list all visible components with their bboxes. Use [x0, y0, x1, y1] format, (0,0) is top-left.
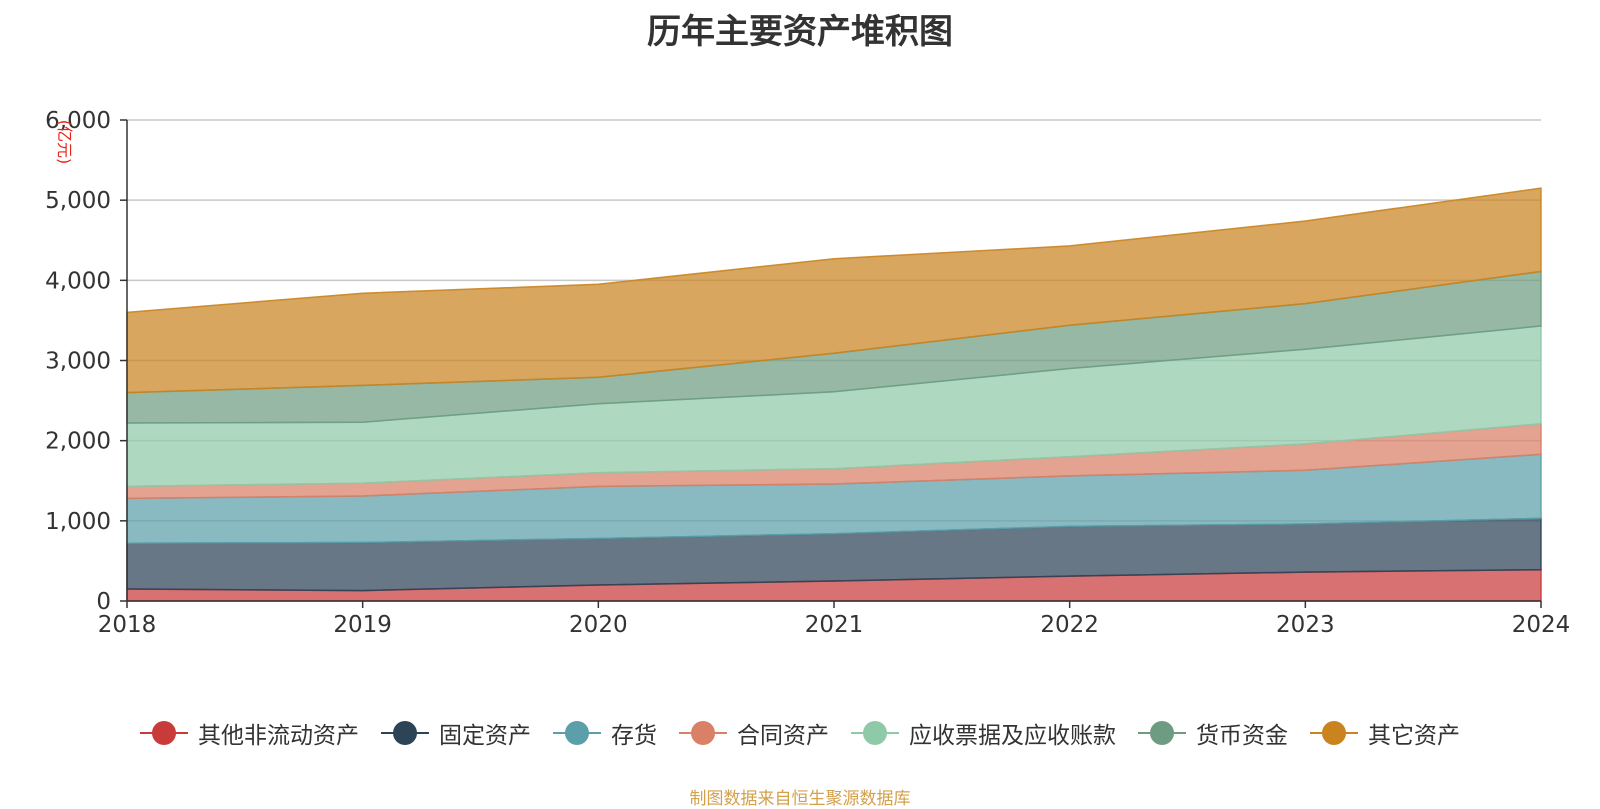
legend: 其他非流动资产 固定资产 存货 合同资产 应收票据及应收账款 货币资金 其它资产: [0, 716, 1600, 750]
legend-label: 应收票据及应收账款: [909, 723, 1116, 749]
legend-item[interactable]: 应收票据及应收账款: [851, 716, 1116, 750]
y-tick-label: 2,000: [45, 429, 111, 455]
data-source-note: 制图数据来自恒生聚源数据库: [689, 789, 911, 809]
legend-label: 合同资产: [737, 723, 829, 749]
y-tick-label: 6,000: [45, 108, 111, 134]
legend-item[interactable]: 固定资产: [381, 716, 531, 750]
y-tick-label: 5,000: [45, 188, 111, 214]
legend-label: 其它资产: [1368, 723, 1460, 749]
y-tick-label: 4,000: [45, 268, 111, 294]
legend-item[interactable]: 其他非流动资产: [140, 716, 359, 750]
y-tick-label: 1,000: [45, 509, 111, 535]
x-tick-label: 2023: [1276, 612, 1335, 638]
legend-item[interactable]: 合同资产: [679, 716, 829, 750]
legend-label: 存货: [611, 723, 657, 749]
legend-marker-icon: [1138, 721, 1186, 745]
y-tick-label: 0: [96, 589, 111, 615]
legend-label: 货币资金: [1196, 723, 1288, 749]
legend-marker-icon: [1310, 721, 1358, 745]
area-series-其它资产: [126, 187, 1542, 394]
y-axis-unit-label: (亿元): [55, 120, 74, 165]
legend-label: 其他非流动资产: [198, 723, 359, 749]
x-tick-label: 2021: [805, 612, 864, 638]
legend-marker-icon: [140, 721, 188, 745]
x-tick-label: 2022: [1040, 612, 1099, 638]
legend-label: 固定资产: [439, 723, 531, 749]
legend-marker-icon: [381, 721, 429, 745]
x-tick-label: 2018: [98, 612, 157, 638]
chart-title: 历年主要资产堆积图: [647, 12, 953, 52]
legend-marker-icon: [851, 721, 899, 745]
legend-item[interactable]: 存货: [553, 716, 657, 750]
legend-marker-icon: [679, 721, 727, 745]
x-tick-label: 2020: [569, 612, 628, 638]
y-tick-label: 3,000: [45, 349, 111, 375]
legend-item[interactable]: 货币资金: [1138, 716, 1288, 750]
legend-item[interactable]: 其它资产: [1310, 716, 1460, 750]
legend-marker-icon: [553, 721, 601, 745]
area-series: [126, 187, 1542, 602]
x-tick-label: 2019: [333, 612, 392, 638]
x-tick-label: 2024: [1512, 612, 1571, 638]
axes: 0 1,000 2,000 3,000 4,000 5,000 6,000 2018 2019 2…: [45, 108, 1570, 638]
